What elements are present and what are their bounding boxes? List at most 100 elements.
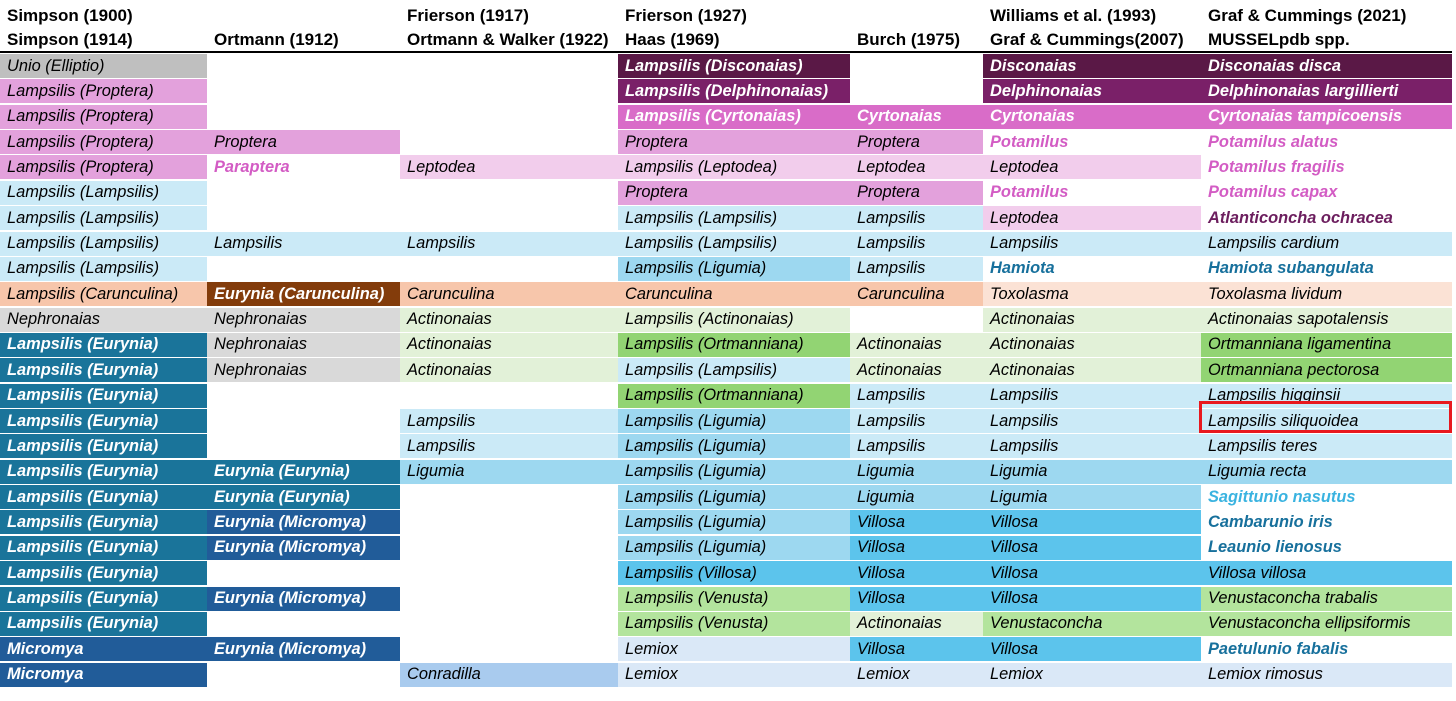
table-cell: Lampsilis (Ortmanniana) <box>618 383 850 408</box>
column-header-0-line-1: Simpson (1914) <box>7 30 133 49</box>
table-cell: Unio (Elliptio) <box>0 54 207 78</box>
table-cell <box>207 180 400 205</box>
table-cell <box>207 79 400 104</box>
table-cell: Potamilus capax <box>1201 180 1452 205</box>
table-cell: Lampsilis (Ortmanniana) <box>618 332 850 357</box>
table-cell <box>400 535 618 560</box>
table-cell: Villosa <box>983 586 1201 611</box>
table-cell <box>207 409 400 434</box>
table-cell: Lampsilis <box>983 383 1201 408</box>
column-header-6-line-0: Graf & Cummings (2021) <box>1208 6 1407 25</box>
table-cell: Lemiox rimosus <box>1201 662 1452 687</box>
table-cell: Lemiox <box>850 662 983 687</box>
table-cell: Lampsilis (Leptodea) <box>618 155 850 180</box>
table-cell: Eurynia (Micromya) <box>207 637 400 662</box>
table-cell <box>400 104 618 129</box>
table-cell: Lampsilis <box>850 383 983 408</box>
table-cell: Actinonaias <box>983 358 1201 383</box>
table-cell: Actinonaias <box>850 332 983 357</box>
table-cell: Proptera <box>850 180 983 205</box>
table-cell: Villosa <box>850 561 983 586</box>
table-cell: Lampsilis (Ligumia) <box>618 485 850 510</box>
table-cell: Lampsilis (Venusta) <box>618 611 850 636</box>
table-cell: Lampsilis (Eurynia) <box>0 485 207 510</box>
table-cell <box>207 206 400 231</box>
table-cell: Sagittunio nasutus <box>1201 485 1452 510</box>
header-rule <box>0 51 1452 53</box>
table-cell: Lampsilis <box>850 206 983 231</box>
table-cell: Lampsilis (Ligumia) <box>618 256 850 281</box>
table-cell: Micromya <box>0 662 207 687</box>
table-cell: Lampsilis <box>850 434 983 459</box>
table-cell: Eurynia (Eurynia) <box>207 485 400 510</box>
table-cell: Lampsilis (Ligumia) <box>618 409 850 434</box>
table-cell: Disconaias <box>983 54 1201 78</box>
table-cell: Lampsilis (Cyrtonaias) <box>618 104 850 129</box>
table-cell: Leptodea <box>983 206 1201 231</box>
table-cell <box>400 383 618 408</box>
table-cell: Lampsilis (Proptera) <box>0 130 207 155</box>
table-cell: Lemiox <box>618 662 850 687</box>
table-cell: Carunculina <box>400 282 618 307</box>
table-cell <box>850 307 983 332</box>
table-cell: Leptodea <box>850 155 983 180</box>
table-cell: Cyrtonaias <box>850 104 983 129</box>
table-cell: Lampsilis (Lampsilis) <box>618 231 850 256</box>
table-cell: Venustaconcha ellipsiformis <box>1201 611 1452 636</box>
table-cell: Eurynia (Micromya) <box>207 535 400 560</box>
table-cell <box>400 611 618 636</box>
table-cell: Lampsilis (Lampsilis) <box>618 358 850 383</box>
table-cell: Eurynia (Micromya) <box>207 510 400 535</box>
table-cell: Lampsilis <box>400 231 618 256</box>
table-cell: Lampsilis siliquoidea <box>1201 409 1452 434</box>
table-cell: Ligumia <box>850 485 983 510</box>
table-cell: Lampsilis <box>850 231 983 256</box>
table-cell <box>207 104 400 129</box>
table-cell: Lampsilis (Eurynia) <box>0 459 207 484</box>
table-cell: Venustaconcha <box>983 611 1201 636</box>
table-cell: Lampsilis (Lampsilis) <box>0 231 207 256</box>
table-cell: Actinonaias sapotalensis <box>1201 307 1452 332</box>
table-cell <box>400 206 618 231</box>
table-cell: Lampsilis (Ligumia) <box>618 535 850 560</box>
table-cell: Lampsilis <box>983 231 1201 256</box>
table-cell: Delphinonaias largillierti <box>1201 79 1452 104</box>
table-cell <box>400 637 618 662</box>
table-cell: Lemiox <box>618 637 850 662</box>
table-cell: Ortmanniana pectorosa <box>1201 358 1452 383</box>
table-cell: Lampsilis <box>850 256 983 281</box>
table-cell: Ligumia <box>850 459 983 484</box>
column-header-2-line-0: Frierson (1917) <box>407 6 529 25</box>
table-cell: Lampsilis (Proptera) <box>0 79 207 104</box>
table-cell: Eurynia (Carunculina) <box>207 282 400 307</box>
table-cell: Atlanticoncha ochracea <box>1201 206 1452 231</box>
table-cell: Lampsilis (Lampsilis) <box>0 256 207 281</box>
table-cell: Ligumia recta <box>1201 459 1452 484</box>
table-cell <box>400 180 618 205</box>
column-header-5-line-1: Graf & Cummings(2007) <box>990 30 1184 49</box>
table-cell: Lampsilis <box>850 409 983 434</box>
table-cell: Potamilus alatus <box>1201 130 1452 155</box>
table-cell: Lampsilis (Eurynia) <box>0 510 207 535</box>
table-cell: Micromya <box>0 637 207 662</box>
table-cell: Leptodea <box>400 155 618 180</box>
table-cell: Hamiota <box>983 256 1201 281</box>
table-cell: Lampsilis (Venusta) <box>618 586 850 611</box>
table-cell <box>207 611 400 636</box>
table-cell <box>400 130 618 155</box>
table-cell: Lampsilis (Eurynia) <box>0 561 207 586</box>
column-header-1-line-1: Ortmann (1912) <box>214 30 339 49</box>
table-cell: Hamiota subangulata <box>1201 256 1452 281</box>
table-cell: Toxolasma <box>983 282 1201 307</box>
table-cell: Proptera <box>618 130 850 155</box>
table-cell <box>850 54 983 78</box>
table-cell <box>207 662 400 687</box>
table-cell: Lampsilis (Proptera) <box>0 104 207 129</box>
column-header-4-line-1: Burch (1975) <box>857 30 960 49</box>
highlight-box <box>1199 401 1452 434</box>
column-header-3-line-0: Frierson (1927) <box>625 6 747 25</box>
table-cell: Ligumia <box>983 459 1201 484</box>
table-cell: Carunculina <box>850 282 983 307</box>
table-cell: Nephronaias <box>207 332 400 357</box>
